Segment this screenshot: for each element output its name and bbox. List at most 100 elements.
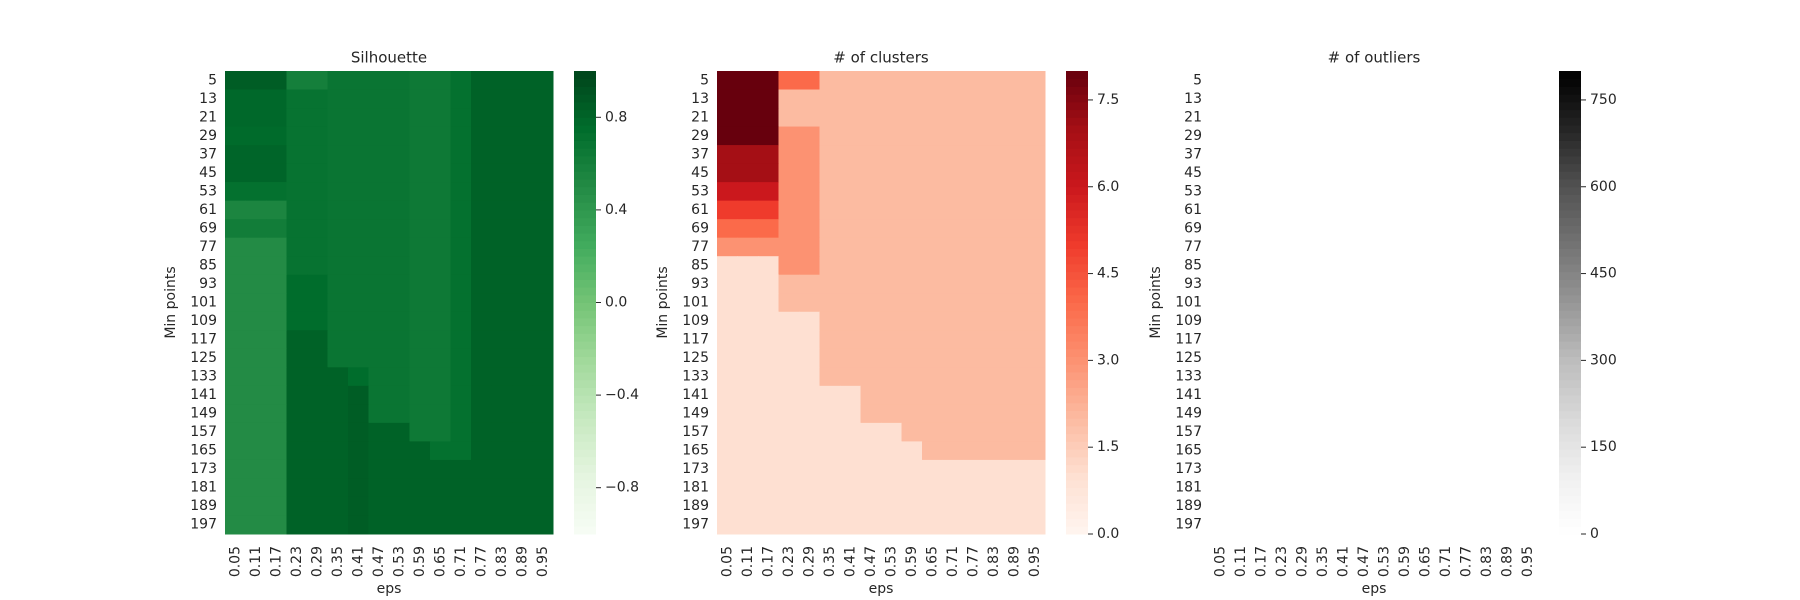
heatmap-cell: [532, 478, 554, 498]
heatmap-cell: [819, 515, 841, 535]
colorbar-segment: [1559, 472, 1581, 481]
y-tick-label: 117: [190, 332, 217, 348]
heatmap-cell: [409, 385, 431, 405]
heatmap-cell: [348, 385, 369, 405]
heatmap-cell: [799, 311, 820, 331]
heatmap-cell: [245, 478, 267, 498]
colorbar-segment: [1066, 449, 1088, 458]
heatmap-cell: [963, 293, 984, 313]
x-tick-label: 0.29: [1294, 546, 1310, 577]
heatmap-cell: [245, 385, 267, 405]
heatmap-cell: [307, 182, 328, 202]
heatmap-cell: [737, 478, 759, 498]
heatmap-cell: [512, 274, 533, 294]
x-tick-label: 0.41: [350, 546, 366, 577]
y-tick-label: 101: [190, 295, 217, 311]
heatmap-cell: [389, 515, 410, 535]
y-tick-label: 133: [1175, 369, 1202, 385]
heatmap-cell: [717, 385, 738, 405]
heatmap-cell: [532, 274, 554, 294]
heatmap-cell: [409, 330, 431, 350]
heatmap-cell: [327, 108, 349, 128]
heatmap-cell: [532, 367, 554, 387]
y-tick-label: 125: [1175, 350, 1202, 366]
colorbar-segment: [1559, 425, 1581, 435]
heatmap-cell: [1024, 89, 1046, 109]
heatmap-cell: [881, 145, 902, 165]
heatmap-cell: [409, 293, 431, 313]
colorbar-segment: [574, 294, 596, 303]
heatmap-cell: [799, 145, 820, 165]
y-tick-label: 29: [691, 128, 709, 144]
heatmap-cell: [717, 348, 738, 368]
heatmap-cell: [819, 200, 841, 220]
heatmap-cell: [409, 348, 431, 368]
heatmap-cell: [922, 496, 943, 516]
heatmap-cell: [532, 163, 554, 183]
heatmap-cell: [532, 330, 554, 350]
heatmap-cell: [901, 496, 923, 516]
colorbar-segment: [1559, 402, 1581, 412]
heatmap-cell: [532, 126, 554, 146]
y-tick-label: 141: [682, 387, 709, 403]
heatmap-cell: [881, 385, 902, 405]
heatmap-cell: [737, 71, 759, 91]
colorbar-segment: [1066, 325, 1088, 334]
colorbar-tick-label: 4.5: [1097, 266, 1119, 282]
colorbar-segment: [1066, 209, 1088, 219]
heatmap-cell: [512, 145, 533, 165]
colorbar-segment: [1066, 248, 1088, 257]
heatmap-cell: [737, 200, 759, 220]
colorbar-segment: [574, 348, 596, 358]
colorbar-segment: [1559, 310, 1581, 319]
heatmap-cell: [1004, 182, 1025, 202]
heatmap-cell: [840, 237, 861, 257]
y-tick-label: 173: [1175, 461, 1202, 477]
heatmap-cell: [942, 200, 964, 220]
heatmap-cell: [389, 126, 410, 146]
colorbar-segment: [574, 109, 596, 118]
heatmap-cell: [409, 256, 431, 276]
colorbar-segment: [574, 310, 596, 319]
y-tick-label: 21: [691, 109, 709, 125]
heatmap-cell: [942, 496, 964, 516]
colorbar-tick-label: 7.5: [1097, 92, 1119, 108]
heatmap-cell: [327, 71, 349, 91]
heatmap-cell: [819, 441, 841, 461]
heatmap-cell: [901, 126, 923, 146]
heatmap-cell: [225, 330, 246, 350]
heatmap-cell: [737, 145, 759, 165]
heatmap-cell: [532, 422, 554, 442]
heatmap-cell: [245, 348, 267, 368]
heatmap-cell: [245, 145, 267, 165]
x-tick-label: 0.23: [289, 546, 305, 577]
heatmap-cell: [942, 108, 964, 128]
heatmap-cell: [471, 367, 492, 387]
heatmap-cell: [307, 367, 328, 387]
colorbar-segment: [574, 441, 596, 450]
colorbar-segment: [1066, 333, 1088, 342]
heatmap-cell: [471, 126, 492, 146]
heatmap-cell: [717, 515, 738, 535]
heatmap-cell: [389, 219, 410, 239]
heatmap-cell: [1004, 478, 1025, 498]
heatmap-cell: [532, 256, 554, 276]
heatmap-cell: [245, 459, 267, 479]
heatmap-cell: [840, 163, 861, 183]
heatmap-cell: [799, 274, 820, 294]
heatmap-cell: [491, 237, 513, 257]
heatmap-cell: [225, 108, 246, 128]
y-tick-label: 101: [1175, 295, 1202, 311]
x-tick-label: 0.23: [1274, 546, 1290, 577]
heatmap-cell: [491, 163, 513, 183]
heatmap-cell: [389, 200, 410, 220]
heatmap-cell: [450, 404, 472, 424]
colorbar-segment: [1559, 209, 1581, 219]
heatmap-cell: [840, 422, 861, 442]
colorbar-segment: [1066, 86, 1088, 95]
heatmap-cell: [983, 515, 1005, 535]
heatmap-cell: [983, 274, 1005, 294]
heatmap-cell: [348, 330, 369, 350]
heatmap-cell: [266, 89, 287, 109]
colorbar-segment: [574, 287, 596, 296]
